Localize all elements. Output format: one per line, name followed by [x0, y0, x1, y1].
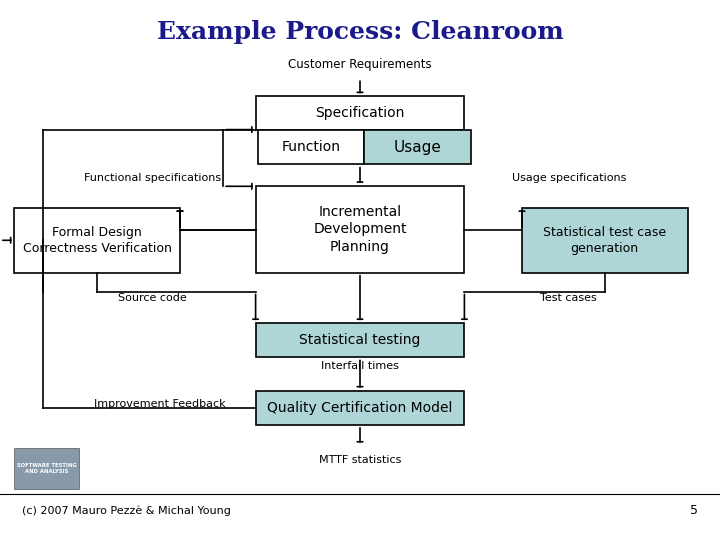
Text: Quality Certification Model: Quality Certification Model	[267, 401, 453, 415]
Text: Specification: Specification	[315, 106, 405, 120]
Text: SOFTWARE TESTING
AND ANALYSIS: SOFTWARE TESTING AND ANALYSIS	[17, 463, 76, 474]
FancyBboxPatch shape	[256, 391, 464, 424]
Text: Interfail times: Interfail times	[321, 361, 399, 371]
Text: Source code: Source code	[118, 293, 187, 303]
Text: Usage: Usage	[394, 140, 441, 155]
Text: Functional specifications: Functional specifications	[84, 173, 221, 183]
FancyBboxPatch shape	[258, 131, 364, 164]
Text: Improvement Feedback: Improvement Feedback	[94, 399, 225, 409]
Text: 5: 5	[690, 504, 698, 517]
Text: Formal Design
Correctness Verification: Formal Design Correctness Verification	[23, 226, 171, 255]
FancyBboxPatch shape	[522, 208, 688, 273]
Text: MTTF statistics: MTTF statistics	[319, 455, 401, 465]
Text: (c) 2007 Mauro Pezzè & Michal Young: (c) 2007 Mauro Pezzè & Michal Young	[22, 505, 230, 516]
FancyBboxPatch shape	[256, 96, 464, 130]
Text: Statistical test case
generation: Statistical test case generation	[543, 226, 667, 255]
Text: Customer Requirements: Customer Requirements	[288, 58, 432, 71]
Text: Usage specifications: Usage specifications	[512, 173, 626, 183]
FancyBboxPatch shape	[256, 186, 464, 273]
Text: Statistical testing: Statistical testing	[300, 333, 420, 347]
Text: Function: Function	[282, 140, 341, 154]
Text: Example Process: Cleanroom: Example Process: Cleanroom	[157, 21, 563, 44]
FancyBboxPatch shape	[364, 131, 471, 164]
FancyBboxPatch shape	[14, 208, 180, 273]
Text: Test cases: Test cases	[541, 293, 597, 303]
Text: Incremental
Development
Planning: Incremental Development Planning	[313, 205, 407, 254]
FancyBboxPatch shape	[14, 448, 79, 489]
FancyBboxPatch shape	[256, 323, 464, 357]
